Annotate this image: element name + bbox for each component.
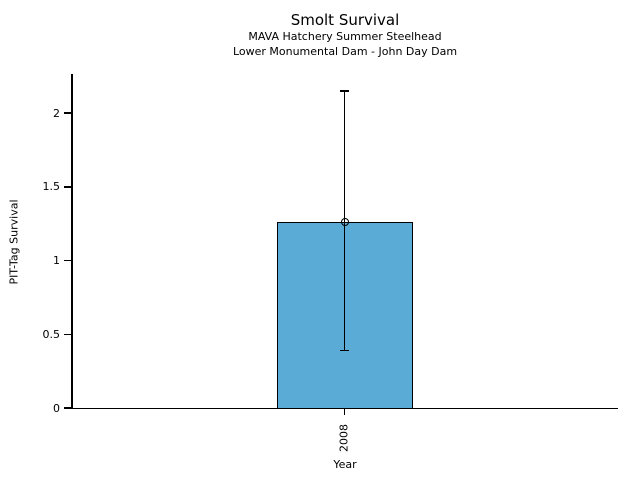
- y-tick-label-2: 2: [53, 106, 60, 120]
- y-axis-label: PIT-Tag Survival: [7, 199, 21, 285]
- x-tick-2008: [343, 409, 346, 415]
- chart-subtitle-reach: Lower Monumental Dam - John Day Dam: [232, 44, 458, 58]
- x-axis-label: Year: [333, 458, 357, 471]
- y-tick-label-0: 0: [53, 401, 60, 415]
- error-bar-cap-top: [340, 90, 349, 92]
- y-tick-label-0.5: 0.5: [42, 327, 61, 341]
- chart-subtitle-species: MAVA Hatchery Summer Steelhead: [248, 30, 442, 43]
- error-bar-cap-bottom: [340, 349, 349, 352]
- x-tick-label-2008: 2008: [337, 424, 350, 452]
- y-tick-label-1.5: 1.5: [42, 180, 61, 194]
- title-block: Smolt Survival MAVA Hatchery Summer Stee…: [72, 11, 618, 59]
- y-tick-0: [64, 407, 71, 409]
- point-marker-icon: [340, 218, 349, 227]
- y-axis: [71, 74, 73, 409]
- chart-title: Smolt Survival: [290, 11, 400, 29]
- y-tick-1.5: [64, 186, 71, 188]
- y-tick-0.5: [64, 333, 71, 336]
- y-tick-2: [64, 112, 71, 114]
- y-tick-label-1: 1: [53, 254, 60, 268]
- y-tick-1: [64, 259, 71, 262]
